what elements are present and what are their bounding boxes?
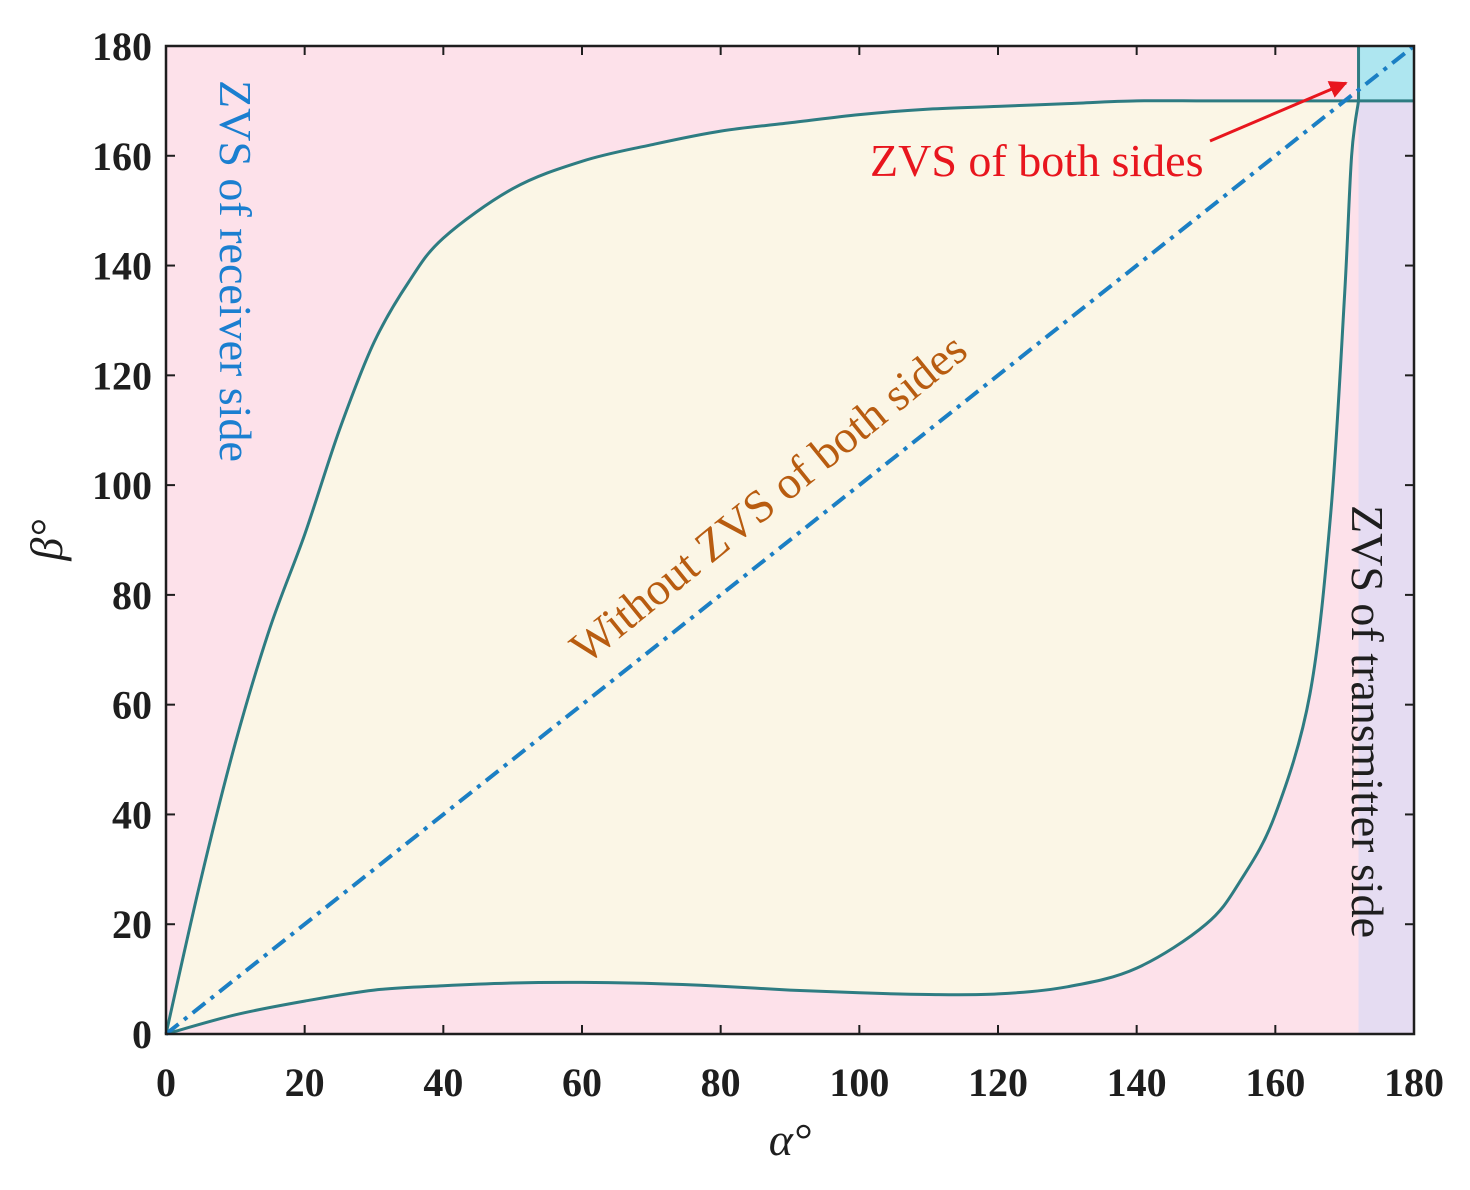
x-tick-label: 40 — [423, 1060, 463, 1105]
y-tick-label: 60 — [112, 683, 152, 728]
y-tick-label: 80 — [112, 573, 152, 618]
axis-ticks: 0 20 40 60 80 100 120 140 160 180 0 20 40 60 80 100 120 1… — [92, 24, 1444, 1105]
x-tick-label: 0 — [156, 1060, 176, 1105]
x-axis-title: α° — [769, 1114, 812, 1165]
x-tick-label: 180 — [1384, 1060, 1444, 1105]
arrow-to-both-region — [1209, 81, 1348, 143]
x-tick-label: 100 — [829, 1060, 889, 1105]
y-tick-label: 160 — [92, 134, 152, 179]
y-tick-label: 140 — [92, 244, 152, 289]
x-tick-label: 140 — [1107, 1060, 1167, 1105]
y-tick-label: 20 — [112, 902, 152, 947]
x-tick-label: 120 — [968, 1060, 1028, 1105]
upper-boundary-curve — [164, 99, 1359, 1035]
annotation-receiver: ZVS of receiver side — [210, 80, 261, 462]
both-sides-region — [1358, 46, 1414, 101]
lower-boundary-curve — [165, 100, 1360, 1036]
x-tick-label: 20 — [285, 1060, 325, 1105]
annotation-transmitter: ZVS of transmitter side — [1342, 505, 1393, 938]
x-tick-label: 60 — [562, 1060, 602, 1105]
without-zvs-region — [166, 100, 1359, 1034]
y-tick-label: 120 — [92, 353, 152, 398]
x-tick-label: 80 — [701, 1060, 741, 1105]
x-tick-label: 160 — [1245, 1060, 1305, 1105]
y-tick-label: 40 — [112, 792, 152, 837]
plot-frame — [164, 44, 1416, 1036]
transmitter-region — [1358, 100, 1414, 1034]
y-tick-label: 0 — [132, 1012, 152, 1057]
annotation-both: ZVS of both sides — [870, 135, 1204, 186]
y-tick-label: 100 — [92, 463, 152, 508]
y-tick-label: 180 — [92, 24, 152, 69]
y-axis-title: β° — [21, 519, 72, 561]
diagonal-dashdot-line — [164, 44, 1416, 1036]
